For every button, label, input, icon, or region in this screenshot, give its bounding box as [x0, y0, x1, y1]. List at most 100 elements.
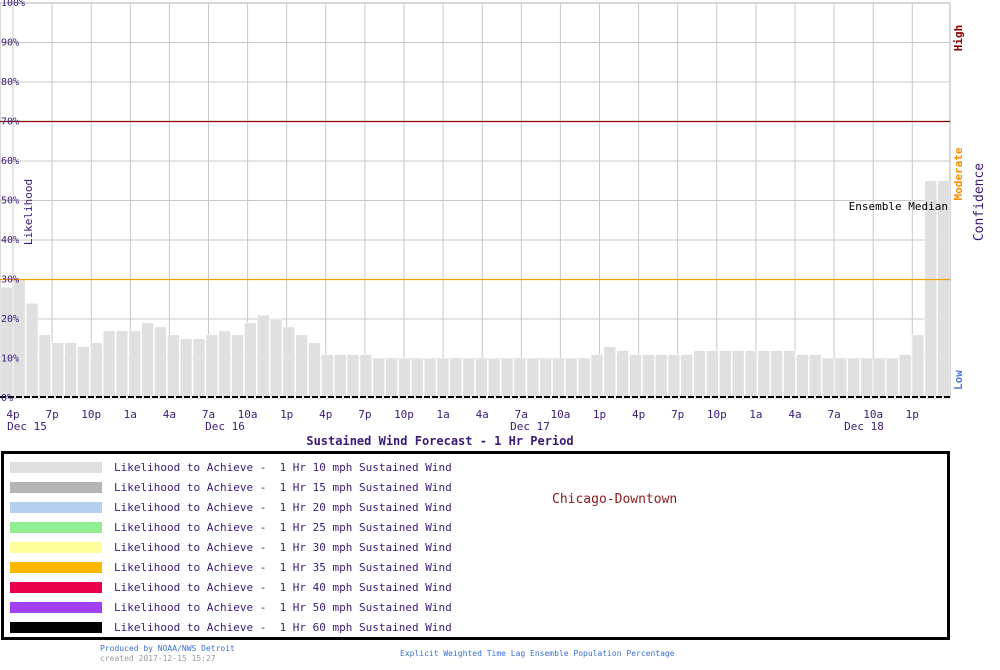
bar — [475, 358, 488, 399]
bar — [821, 358, 835, 399]
bar — [719, 350, 732, 399]
bar — [77, 346, 90, 399]
y-tick-label: 90% — [1, 38, 19, 49]
y-tick-label: 80% — [1, 77, 19, 88]
bar — [565, 358, 578, 399]
bar — [590, 354, 604, 399]
bar — [192, 338, 206, 399]
legend-label: Likelihood to Achieve - 1 Hr 60 mph Sust… — [114, 621, 452, 634]
day-label: Dec 15 — [7, 420, 47, 433]
x-tick-label: 1a — [749, 408, 762, 421]
ensemble-median-annotation: Ensemble Median — [849, 200, 948, 213]
legend-item: Likelihood to Achieve - 1 Hr 30 mph Sust… — [10, 538, 452, 558]
x-tick-label: 10a — [863, 408, 883, 421]
x-tick-label: 4p — [632, 408, 645, 421]
bar — [308, 342, 321, 399]
x-tick-label: 10a — [238, 408, 258, 421]
y-tick-label: 10% — [1, 354, 19, 365]
bar — [372, 358, 385, 399]
x-tick-label: 10a — [550, 408, 570, 421]
bar — [770, 350, 783, 399]
x-tick-label: 10p — [394, 408, 414, 421]
x-tick-label: 4p — [6, 408, 19, 421]
bar — [834, 358, 848, 399]
y-tick-label: 30% — [1, 275, 19, 286]
bar — [231, 334, 244, 399]
bar — [500, 358, 514, 399]
bar — [398, 358, 411, 399]
bar — [642, 354, 655, 399]
legend-label: Likelihood to Achieve - 1 Hr 35 mph Sust… — [114, 561, 452, 574]
bar — [654, 354, 668, 399]
bar — [757, 350, 771, 399]
bar — [847, 358, 860, 399]
legend-item: Likelihood to Achieve - 1 Hr 40 mph Sust… — [10, 578, 452, 598]
bar — [744, 350, 758, 399]
bar — [539, 358, 552, 399]
bar — [269, 318, 283, 399]
location-label: Chicago-Downtown — [552, 492, 678, 507]
bar — [783, 350, 796, 399]
x-tick-label: 7a — [827, 408, 840, 421]
bar — [295, 334, 308, 399]
bar — [244, 322, 257, 399]
bar — [924, 180, 937, 399]
x-tick-label: 4a — [788, 408, 801, 421]
bar — [706, 350, 719, 399]
x-tick-label: 4p — [319, 408, 332, 421]
x-tick-label: 7p — [671, 408, 684, 421]
bar — [911, 334, 925, 399]
y-axis-label: Likelihood — [22, 179, 35, 245]
bar — [0, 287, 13, 399]
bar — [102, 330, 116, 399]
x-tick-label: 1a — [124, 408, 137, 421]
bar — [449, 358, 462, 399]
y-tick-label: 50% — [1, 196, 19, 207]
bar — [423, 358, 437, 399]
legend-label: Likelihood to Achieve - 1 Hr 15 mph Sust… — [114, 481, 452, 494]
bar — [886, 358, 899, 399]
legend-swatch — [10, 462, 102, 473]
x-tick-label: 1p — [593, 408, 606, 421]
x-tick-label: 10p — [81, 408, 101, 421]
legend-swatch — [10, 622, 102, 633]
bar — [693, 350, 706, 399]
x-tick-label: 7p — [45, 408, 58, 421]
bar — [629, 354, 642, 399]
created-timestamp: created 2017-12-15 15:27 — [100, 654, 216, 663]
y-tick-label: 40% — [1, 235, 19, 246]
bar — [179, 338, 193, 399]
bar — [809, 354, 822, 399]
legend-item: Likelihood to Achieve - 1 Hr 20 mph Sust… — [10, 498, 452, 518]
bar — [334, 354, 347, 399]
x-tick-label: 7p — [358, 408, 371, 421]
bar — [552, 358, 565, 399]
x-tick-label: 1p — [906, 408, 919, 421]
high-label: High — [952, 25, 965, 52]
legend-item: Likelihood to Achieve - 1 Hr 10 mph Sust… — [10, 458, 452, 478]
chart-plot: 0% 10% 20% 30% 40% 50% 60% 70% 80% 90% 100% 4p 7p 10p… — [0, 0, 987, 448]
bar — [603, 346, 616, 399]
x-tick-label: 1p — [280, 408, 293, 421]
x-tick-label: 4a — [476, 408, 489, 421]
bar — [462, 358, 475, 399]
bar — [205, 334, 218, 399]
legend-label: Likelihood to Achieve - 1 Hr 30 mph Sust… — [114, 541, 452, 554]
bar — [898, 354, 912, 399]
legend-label: Likelihood to Achieve - 1 Hr 20 mph Sust… — [114, 501, 452, 514]
bar — [218, 330, 231, 399]
bar — [346, 354, 360, 399]
y-tick-label: 20% — [1, 314, 19, 325]
bar — [25, 302, 39, 399]
footer-credit: Produced by NOAA/NWS Detroit created 201… — [100, 644, 235, 664]
bar — [385, 358, 398, 399]
legend-swatch — [10, 562, 102, 573]
bar — [13, 279, 26, 399]
legend-swatch — [10, 482, 102, 493]
bar — [167, 334, 180, 399]
bar — [257, 314, 270, 399]
bar — [90, 342, 103, 399]
y-tick-label: 0% — [1, 393, 13, 404]
legend-item: Likelihood to Achieve - 1 Hr 35 mph Sust… — [10, 558, 452, 578]
bar — [359, 354, 373, 399]
